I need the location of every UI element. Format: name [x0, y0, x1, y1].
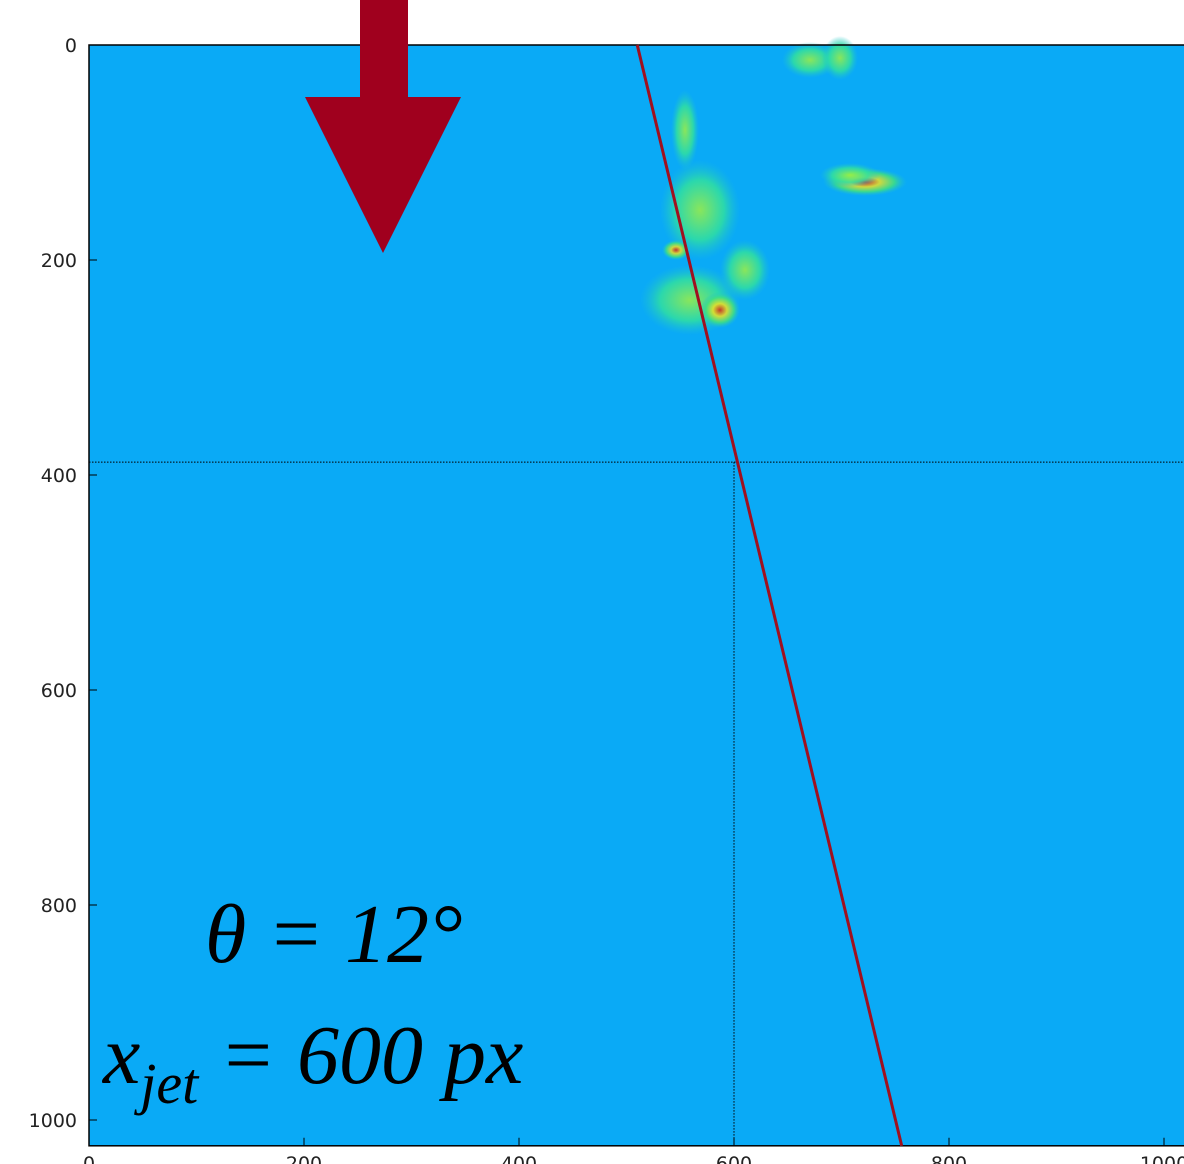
chart: 0 200 400 600 800 1000 0 200 400 600 800 1000 θ = 12… [0, 0, 1184, 1164]
x-tick-label: 400 [501, 1153, 537, 1164]
x-tick-label: 800 [931, 1153, 967, 1164]
annotation-text: θ = 12° [205, 888, 463, 981]
y-tick-label: 200 [41, 250, 77, 272]
x-tick-label: 600 [716, 1153, 752, 1164]
y-tick-label: 400 [41, 465, 77, 487]
x-tick-label: 0 [83, 1153, 95, 1164]
image-spot [822, 36, 858, 80]
y-tick-label: 600 [41, 680, 77, 702]
image-spot [671, 90, 699, 170]
x-tick-label: 1000 [1140, 1153, 1184, 1164]
image-spot [820, 163, 880, 187]
annotation-text: = 600 px [198, 1009, 523, 1102]
y-tick-label: 1000 [29, 1110, 77, 1132]
annotation-angle: θ = 12° [205, 888, 463, 981]
annotation-subscript: jet [133, 1051, 200, 1116]
annotation-text: x [101, 1009, 140, 1102]
image-spot [720, 240, 770, 300]
image-spot [700, 292, 740, 328]
y-tick-label: 800 [41, 895, 77, 917]
x-tick-label: 200 [286, 1153, 322, 1164]
y-tick-label: 0 [65, 35, 77, 57]
